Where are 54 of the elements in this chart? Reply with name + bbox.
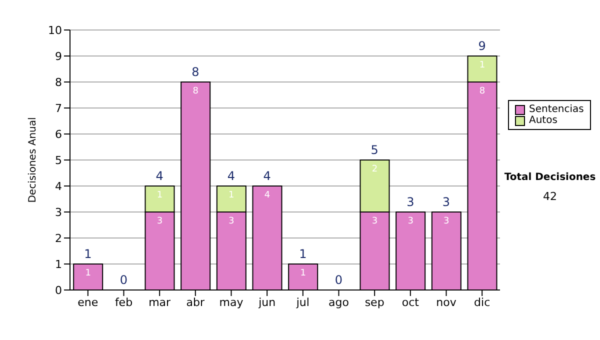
legend-label: Sentencias: [529, 104, 584, 115]
total-label: 3: [441, 195, 452, 209]
data-label: 3: [408, 216, 414, 226]
data-label: 8: [479, 86, 486, 96]
total-label: 8: [190, 65, 200, 79]
y-tick-label: 10: [48, 24, 62, 37]
x-tick-label: jun: [258, 296, 276, 309]
legend-label: Autos: [529, 115, 558, 126]
y-tick-label: 5: [55, 154, 62, 167]
data-label: 8: [192, 86, 199, 96]
data-label: 2: [372, 164, 378, 174]
total-label: 5: [370, 143, 380, 157]
data-label: 3: [444, 216, 450, 226]
total-label: 4: [262, 169, 272, 183]
y-tick-label: 3: [55, 206, 62, 219]
y-tick-label: 0: [55, 284, 62, 297]
total-label: 1: [83, 247, 93, 261]
total-label: 0: [334, 273, 344, 287]
y-axis-title: Decisiones Anual: [28, 117, 39, 203]
total-label: 1: [298, 247, 308, 261]
x-tick-label: nov: [436, 296, 457, 309]
x-tick-label: dic: [474, 296, 490, 309]
y-tick-label: 1: [55, 258, 62, 271]
x-tick-label: may: [219, 296, 244, 309]
data-label: 3: [228, 216, 234, 226]
x-tick-label: oct: [402, 296, 420, 309]
x-tick-label: ago: [328, 296, 350, 309]
x-tick-label: jul: [295, 296, 310, 309]
x-tick-label: sep: [364, 296, 384, 309]
x-tick-label: abr: [186, 296, 206, 309]
y-tick-label: 9: [55, 50, 62, 63]
data-label: 3: [156, 216, 163, 226]
text: Total Decisiones: [503, 172, 597, 183]
total-label: 9: [477, 39, 487, 53]
data-label: 1: [479, 60, 486, 70]
data-label: 1: [85, 268, 91, 278]
data-label: 1: [156, 190, 163, 200]
x-tick-label: ene: [78, 296, 98, 309]
data-label: 1: [228, 190, 234, 200]
text: 42: [542, 190, 558, 203]
y-tick-label: 4: [55, 180, 62, 193]
data-label: 1: [300, 268, 306, 278]
total-label: 3: [406, 195, 416, 209]
total-label: 0: [118, 273, 129, 287]
x-tick-label: mar: [148, 296, 172, 309]
y-tick-label: 6: [55, 128, 62, 141]
data-label: 4: [264, 190, 270, 200]
total-label: 4: [154, 169, 164, 183]
y-tick-label: 2: [55, 232, 62, 245]
total-label: 4: [226, 169, 236, 183]
x-tick-label: feb: [114, 296, 133, 309]
y-tick-label: 7: [55, 102, 62, 115]
data-label: 3: [372, 216, 378, 226]
y-tick-label: 8: [55, 76, 62, 89]
